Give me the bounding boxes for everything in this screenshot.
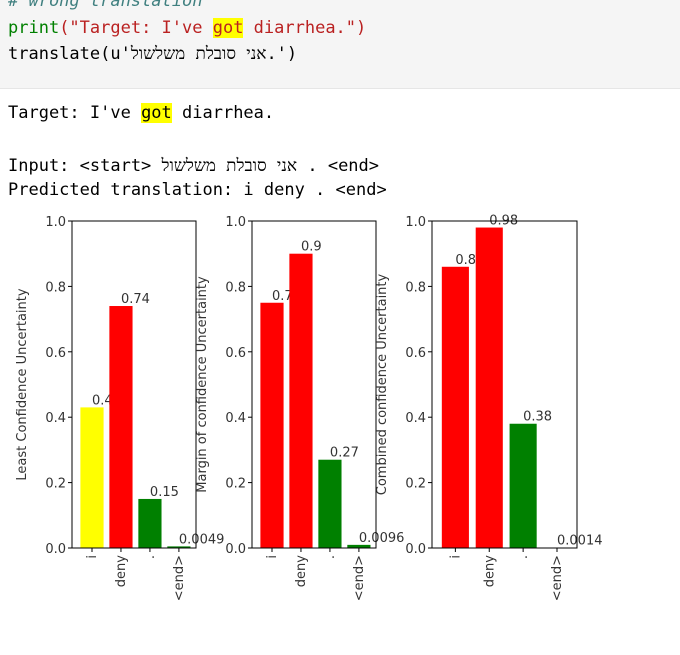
y-tick-label-1-1: 0.0 [45, 542, 66, 557]
data-label-2-3: 0.27 [330, 446, 359, 461]
x-tick-label-3-3: . [516, 555, 531, 559]
print-string-start: ("Target: I've [59, 18, 213, 38]
output-input-line: Input: <start> אני סובלת משלשול . <end> [8, 156, 380, 176]
axes-frame-1 [71, 220, 197, 549]
y-axis-label-1: Least Confidence Uncertainty [15, 288, 30, 480]
translate-argument: (u'אני סובלת משלשול.') [100, 44, 298, 64]
bar-1-2 [109, 306, 133, 548]
y-tick-label-1-6: 1.0 [45, 215, 66, 230]
x-tick-label-1-1: i [85, 555, 100, 559]
output-target-prefix: Target: I've [8, 103, 142, 123]
y-tick-label-1-2: 0.2 [45, 477, 66, 492]
bar-2-4 [347, 544, 371, 548]
data-label-3-3: 0.38 [523, 410, 552, 425]
x-tick-label-2-2: deny [294, 555, 309, 587]
translate-function: translate [8, 44, 101, 64]
output-target-suffix: diarrhea. [171, 103, 275, 123]
y-tick-label-3-6: 1.0 [405, 215, 426, 230]
y-tick-label-2-2: 0.2 [225, 477, 246, 492]
code-comment: # wrong translation [8, 0, 203, 11]
bar-3-3 [509, 423, 537, 548]
data-label-3-4: 0.0014 [557, 534, 603, 549]
code-line-print: print("Target: I've got diarrhea.") [8, 15, 366, 42]
bar-3-1 [441, 266, 469, 548]
output-predicted-line: Predicted translation: i deny . <end> [8, 180, 387, 200]
print-function: print [8, 18, 60, 38]
x-tick-label-2-3: . [323, 555, 338, 559]
bar-2-2 [289, 253, 313, 548]
y-axis-label-3: Combined confidence Uncertainty [375, 273, 390, 495]
x-tick-label-3-2: deny [482, 555, 497, 587]
x-tick-label-2-4: <end> [352, 555, 367, 601]
data-label-1-3: 0.15 [150, 485, 179, 500]
x-tick-label-1-4: <end> [172, 555, 187, 601]
y-tick-label-3-4: 0.6 [405, 346, 426, 361]
y-tick-label-1-4: 0.6 [45, 346, 66, 361]
data-label-1-2: 0.74 [121, 292, 150, 307]
x-tick-label-3-4: <end> [550, 555, 565, 601]
bar-2-3 [318, 459, 342, 548]
y-tick-label-2-1: 0.0 [225, 542, 246, 557]
output-target-highlight: got [141, 103, 172, 123]
output-target-line: Target: I've got diarrhea. [8, 101, 274, 125]
y-axis-label-2: Margin of confidence Uncertainty [195, 276, 210, 493]
y-tick-label-2-6: 1.0 [225, 215, 246, 230]
code-line-translate: translate(u'אני סובלת משלשול.') [8, 41, 297, 68]
axes-frame-2 [251, 220, 377, 549]
print-string-end: diarrhea.") [243, 18, 367, 38]
bar-3-2 [475, 227, 503, 549]
y-tick-label-2-5: 0.8 [225, 280, 246, 295]
data-label-1-4: 0.0049 [179, 532, 225, 547]
bar-1-3 [138, 498, 162, 548]
y-tick-label-3-5: 0.8 [405, 280, 426, 295]
x-tick-label-1-3: . [143, 555, 158, 559]
bar-1-4 [167, 546, 191, 548]
bar-1-1 [80, 407, 104, 548]
code-input-cell[interactable]: # wrong translation print("Target: I've … [0, 0, 680, 89]
data-label-2-2: 0.9 [301, 240, 322, 255]
x-tick-label-1-2: deny [114, 555, 129, 587]
y-tick-label-1-3: 0.4 [45, 411, 66, 426]
axes-frame-3 [431, 220, 578, 549]
y-tick-label-2-4: 0.6 [225, 346, 246, 361]
y-tick-label-3-1: 0.0 [405, 542, 426, 557]
print-string-highlight: got [212, 18, 244, 38]
bar-2-1 [260, 302, 284, 548]
y-tick-label-3-2: 0.2 [405, 477, 426, 492]
y-tick-label-3-3: 0.4 [405, 411, 426, 426]
x-tick-label-3-1: i [448, 555, 463, 559]
y-tick-label-1-5: 0.8 [45, 280, 66, 295]
x-tick-label-2-1: i [265, 555, 280, 559]
y-tick-label-2-3: 0.4 [225, 411, 246, 426]
data-label-2-4: 0.0096 [359, 531, 405, 546]
